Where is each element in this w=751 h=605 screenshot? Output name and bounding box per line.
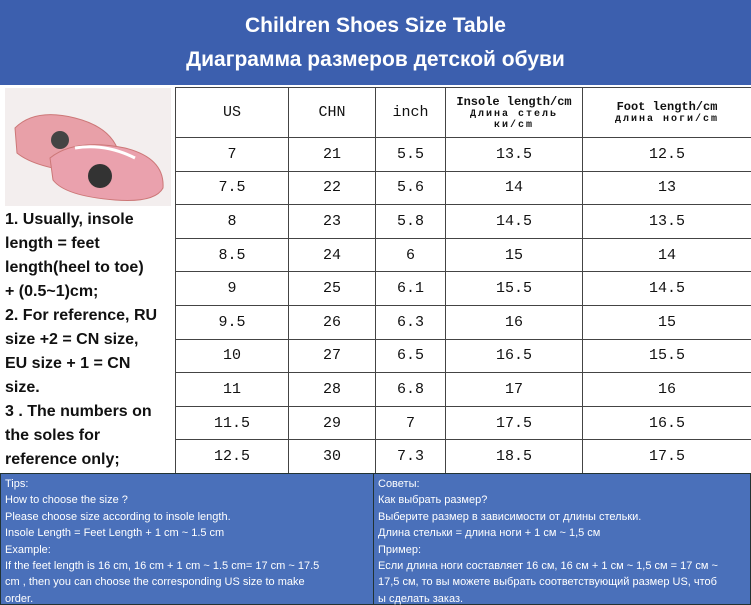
note-line: + (0.5~1)cm;	[5, 283, 99, 300]
table-cell: 25	[288, 271, 376, 306]
table-cell: 17.5	[445, 405, 583, 441]
note-line: length = feet	[5, 235, 100, 252]
table-cell: 29	[288, 405, 376, 441]
table-cell: 6	[375, 237, 446, 273]
table-cell: 15.5	[445, 271, 583, 306]
tip-line: Если длина ноги составляет 16 см, 16 см …	[378, 559, 718, 572]
note-line: reference only;	[5, 451, 120, 468]
table-cell: 7	[175, 137, 289, 172]
table-cell: 30	[288, 439, 376, 474]
tip-line: Tips:	[5, 478, 29, 490]
note-line: size +2 = CN size,	[5, 331, 139, 348]
header-text: Длина стель ки/cm	[469, 108, 558, 131]
note-line: 3 . The numbers on	[5, 403, 152, 420]
table-cell: 7	[375, 405, 446, 441]
table-cell: 13.5	[582, 204, 751, 239]
subtitle: Диаграмма размеров детской обуви	[186, 48, 565, 71]
table-cell: 17	[445, 372, 583, 407]
table-cell: 27	[288, 338, 376, 374]
column-header: US	[175, 87, 289, 138]
tip-line: cm , then you can choose the correspondi…	[5, 576, 305, 589]
tip-line: Please choose size according to insole l…	[5, 510, 231, 523]
notes: 1. Usually, insole length = feet length(he…	[5, 208, 157, 472]
table-cell: 22	[288, 170, 376, 206]
table-cell: 5.8	[375, 204, 446, 239]
column-header: inch	[375, 87, 446, 138]
table-cell: 8.5	[175, 237, 289, 273]
table-cell: 21	[288, 137, 376, 172]
tip-line: order.	[5, 592, 34, 605]
tip-line: How to choose the size ?	[5, 494, 128, 507]
column-header: Insole length/cm Длина стель ки/cm	[445, 87, 583, 138]
tips-en: Tips: How to choose the size ? Please choo…	[0, 473, 374, 605]
table-cell: 7.5	[175, 170, 289, 206]
table-cell: 17.5	[582, 439, 751, 474]
table-cell: 10	[175, 338, 289, 374]
table-cell: 18.5	[445, 439, 583, 474]
note-line: size.	[5, 379, 40, 396]
tip-line: Выберите размер в зависимости от длины с…	[378, 510, 642, 523]
note-line: length(heel to toe)	[5, 259, 144, 276]
table-cell: 11.5	[175, 405, 289, 441]
table-cell: 15	[445, 237, 583, 273]
table-cell: 16.5	[445, 338, 583, 374]
table-cell: 16	[445, 305, 583, 340]
header-text: US	[222, 104, 241, 121]
table-cell: 9	[175, 271, 289, 306]
table-cell: 14	[445, 170, 583, 206]
table-cell: 5.6	[375, 170, 446, 206]
table-cell: 15	[582, 305, 751, 340]
table-cell: 23	[288, 204, 376, 239]
tips-ru: Советы: Как выбрать размер? Выберите разме…	[373, 473, 751, 605]
table-cell: 6.8	[375, 372, 446, 407]
table-cell: 15.5	[582, 338, 751, 374]
note-line: 2. For reference, RU	[5, 307, 158, 324]
shoe-photo	[5, 88, 171, 206]
tip-line: Пример:	[378, 543, 422, 556]
tip-line: Советы:	[378, 478, 420, 490]
header: Children Shoes Size Table Диаграмма разм…	[0, 0, 751, 85]
note-line: EU size + 1 = CN	[5, 355, 131, 372]
tip-line: ы сделать заказ.	[378, 592, 464, 605]
table-cell: 6.5	[375, 338, 446, 374]
table-cell: 6.3	[375, 305, 446, 340]
tip-line: If the feet length is 16 cm, 16 cm + 1 c…	[5, 559, 320, 572]
tip-line: 17,5 см, то вы можете выбрать соответств…	[378, 576, 717, 589]
tip-line: Insole Length = Feet Length + 1 cm ~ 1.5…	[5, 527, 225, 540]
header-text: Insole length/cm	[456, 94, 572, 109]
table-cell: 9.5	[175, 305, 289, 340]
tip-line: Как выбрать размер?	[378, 494, 488, 507]
table-cell: 5.5	[375, 137, 446, 172]
table-cell: 24	[288, 237, 376, 273]
table-cell: 6.1	[375, 271, 446, 306]
header-text: длина ноги/cm	[614, 114, 719, 125]
table-cell: 8	[175, 204, 289, 239]
header-text: inch	[392, 104, 429, 121]
header-text: Foot length/cm	[616, 100, 718, 114]
table-cell: 12.5	[175, 439, 289, 474]
title: Children Shoes Size Table	[244, 14, 506, 37]
table-cell: 16.5	[582, 405, 751, 441]
table-cell: 7.3	[375, 439, 446, 474]
table-cell: 13	[582, 170, 751, 206]
table-cell: 12.5	[582, 137, 751, 172]
note-line: the soles for	[5, 427, 101, 444]
table-cell: 14.5	[445, 204, 583, 239]
table-cell: 13.5	[445, 137, 583, 172]
table-cell: 26	[288, 305, 376, 340]
column-header: Foot length/cm длина ноги/cm	[582, 87, 751, 138]
table-cell: 11	[175, 372, 289, 407]
column-header: CHN	[288, 87, 376, 138]
tip-line: Example:	[5, 543, 51, 556]
tip-line: Длина стельки = длина ноги + 1 см ~ 1,5 …	[378, 527, 601, 540]
note-line: 1. Usually, insole	[5, 211, 134, 228]
table-cell: 14.5	[582, 271, 751, 306]
table-cell: 16	[582, 372, 751, 407]
table-cell: 28	[288, 372, 376, 407]
table-cell: 14	[582, 237, 751, 273]
header-text: CHN	[318, 104, 346, 121]
